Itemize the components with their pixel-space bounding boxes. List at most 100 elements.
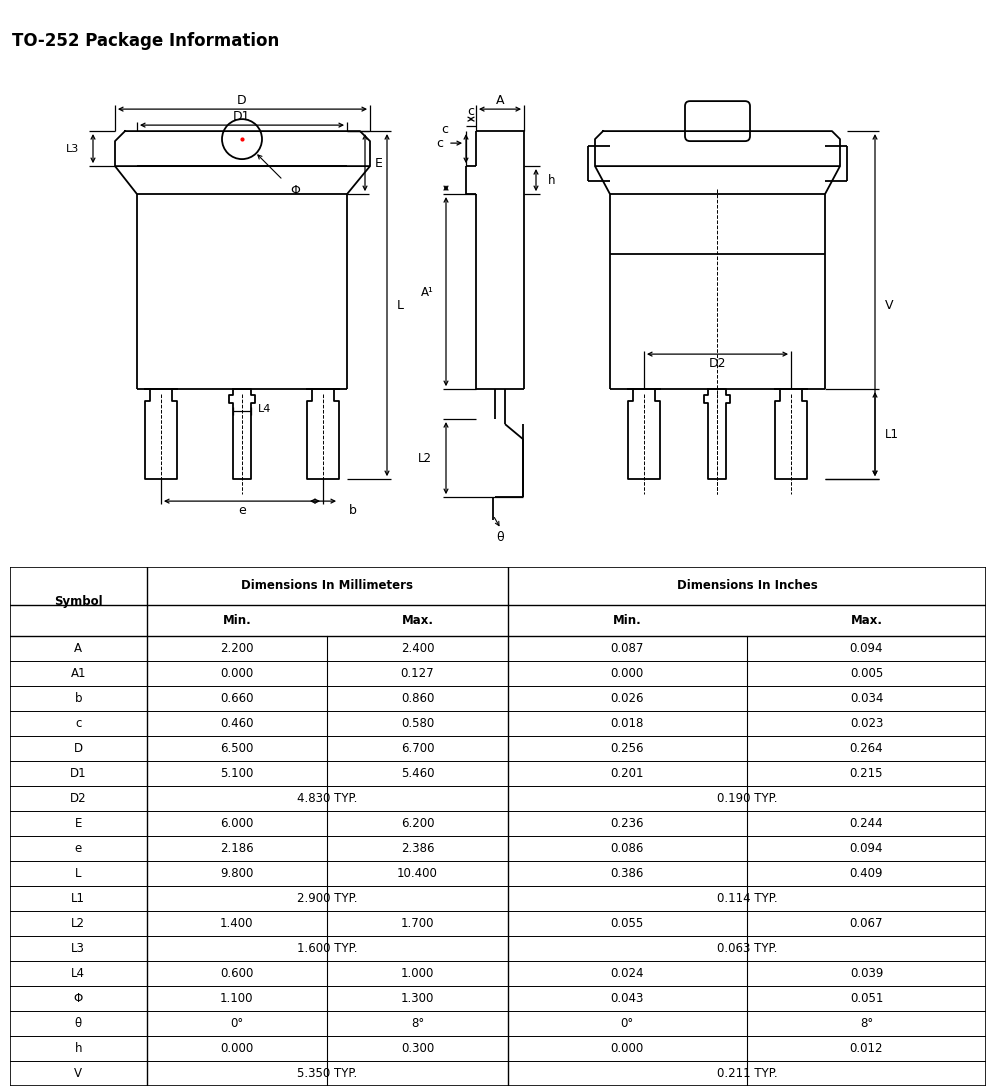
Text: 0°: 0° [620,1017,634,1030]
Text: A: A [496,94,504,107]
Text: 0.012: 0.012 [849,1042,883,1055]
Text: θ: θ [496,530,503,543]
Text: 5.350 TYP.: 5.350 TYP. [297,1067,358,1080]
Text: 5.100: 5.100 [220,767,254,780]
Text: θ: θ [74,1017,82,1030]
Text: 0.201: 0.201 [610,767,644,780]
Text: 2.386: 2.386 [400,841,434,854]
Text: 1.100: 1.100 [220,992,254,1005]
Text: 0.236: 0.236 [610,817,644,829]
Text: Max.: Max. [401,613,433,626]
Text: 0.067: 0.067 [849,916,883,930]
Text: L4: L4 [71,967,85,980]
Text: b: b [349,504,357,517]
Text: D1: D1 [70,767,86,780]
Text: V: V [74,1067,82,1080]
Text: c: c [75,717,81,730]
Text: 1.600 TYP.: 1.600 TYP. [297,942,358,955]
Text: 0.244: 0.244 [849,817,883,829]
Text: 0.026: 0.026 [610,692,644,705]
Text: L: L [397,299,404,312]
Text: 0.000: 0.000 [610,1042,644,1055]
Text: 0.000: 0.000 [220,667,254,680]
Text: 0.063 TYP.: 0.063 TYP. [716,942,777,955]
Text: 6.000: 6.000 [220,817,254,829]
Text: 0.005: 0.005 [850,667,883,680]
Text: 1.400: 1.400 [220,916,254,930]
Text: Φ: Φ [73,992,83,1005]
Text: L1: L1 [71,891,85,904]
Text: L3: L3 [71,942,85,955]
Text: 0.460: 0.460 [220,717,254,730]
Text: 0.409: 0.409 [849,866,883,879]
Text: Dimensions In Millimeters: Dimensions In Millimeters [241,579,413,592]
Text: Symbol: Symbol [54,595,102,608]
Text: L2: L2 [71,916,85,930]
Text: 0.660: 0.660 [220,692,254,705]
Text: A1: A1 [70,667,86,680]
Text: 2.186: 2.186 [220,841,254,854]
Text: 0.051: 0.051 [849,992,883,1005]
Text: 1.700: 1.700 [400,916,434,930]
Text: L4: L4 [259,404,272,415]
Text: 6.500: 6.500 [220,742,254,755]
Text: 0.024: 0.024 [610,967,644,980]
Text: 8°: 8° [860,1017,873,1030]
Text: D2: D2 [70,792,86,805]
Text: 0.256: 0.256 [610,742,644,755]
Text: 2.200: 2.200 [220,642,254,655]
Text: 0.114 TYP.: 0.114 TYP. [716,891,777,904]
Text: L: L [75,866,81,879]
Text: Dimensions In Inches: Dimensions In Inches [677,579,818,592]
Text: D: D [237,94,247,107]
Text: 0.023: 0.023 [849,717,883,730]
Text: 0.055: 0.055 [610,916,644,930]
Text: 0.094: 0.094 [849,642,883,655]
Text: 0.860: 0.860 [400,692,434,705]
Text: 9.800: 9.800 [220,866,254,879]
Text: 0.190 TYP.: 0.190 TYP. [716,792,777,805]
Text: A¹: A¹ [421,286,434,299]
Text: 0.087: 0.087 [610,642,644,655]
Text: h: h [548,173,556,187]
Text: Max.: Max. [850,613,882,626]
Text: 0.580: 0.580 [400,717,434,730]
Text: 2.400: 2.400 [400,642,434,655]
Text: 2.900 TYP.: 2.900 TYP. [297,891,358,904]
Text: 0.215: 0.215 [849,767,883,780]
Text: 1.000: 1.000 [400,967,434,980]
Text: V: V [885,299,894,312]
Text: c: c [468,105,475,118]
Text: L1: L1 [885,428,899,441]
Text: A: A [74,642,82,655]
Text: E: E [375,157,383,169]
Text: D: D [73,742,83,755]
Text: b: b [74,692,82,705]
Text: 0.600: 0.600 [220,967,254,980]
Text: 0.300: 0.300 [400,1042,434,1055]
Text: E: E [74,817,82,829]
Text: c: c [441,122,448,135]
Text: h: h [74,1042,82,1055]
Text: 0.039: 0.039 [849,967,883,980]
Text: 8°: 8° [411,1017,424,1030]
Text: 5.460: 5.460 [400,767,434,780]
Text: 0.094: 0.094 [849,841,883,854]
Text: 6.700: 6.700 [400,742,434,755]
Text: 10.400: 10.400 [397,866,438,879]
Text: L2: L2 [418,452,432,465]
Text: Min.: Min. [613,613,642,626]
Text: 0.034: 0.034 [849,692,883,705]
Text: 1.300: 1.300 [400,992,434,1005]
Text: Min.: Min. [223,613,252,626]
Text: L3: L3 [65,144,79,154]
Text: 0.018: 0.018 [610,717,644,730]
Text: 0.086: 0.086 [610,841,644,854]
Text: 4.830 TYP.: 4.830 TYP. [297,792,358,805]
Text: e: e [74,841,82,854]
Text: 6.200: 6.200 [400,817,434,829]
Text: TO-252 Package Information: TO-252 Package Information [12,32,279,50]
Text: Φ: Φ [290,183,300,196]
Text: 0.127: 0.127 [400,667,434,680]
Text: 0.000: 0.000 [610,667,644,680]
